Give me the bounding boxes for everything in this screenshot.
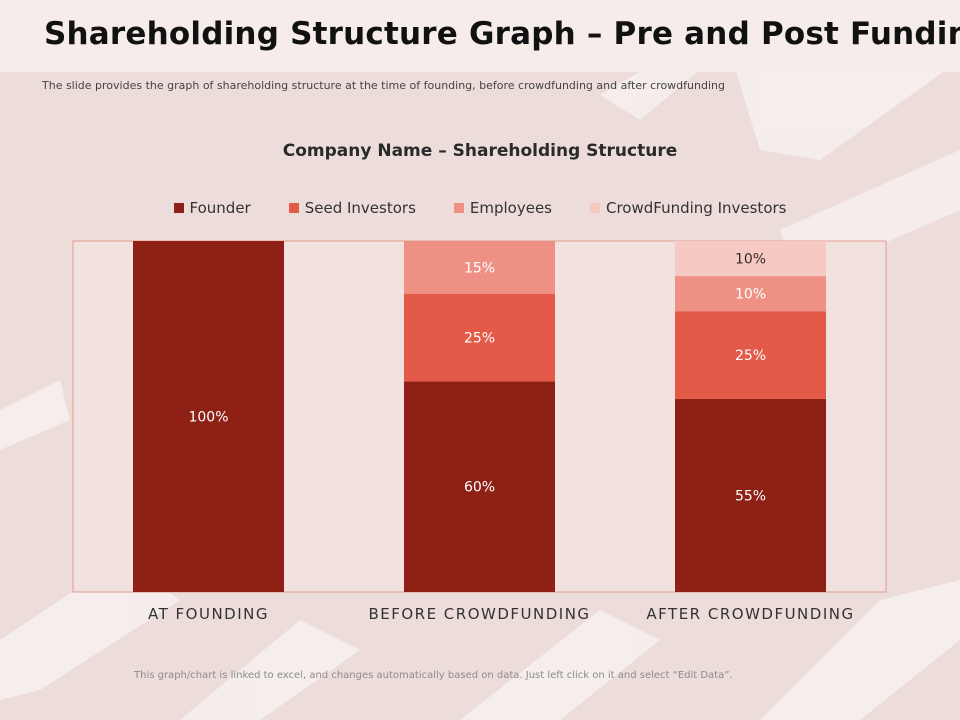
chart-legend: Founder Seed Investors Employees CrowdFu… [0,199,960,217]
data-label-employees-before-crowdfunding: 15% [464,260,495,276]
data-label-employees-after-crowdfunding: 10% [735,287,766,303]
page-title: Shareholding Structure Graph – Pre and P… [44,16,960,52]
chart-title: Company Name – Shareholding Structure [282,141,678,161]
legend-label-employees: Employees [469,199,552,217]
bar-segment-employees-after-crowdfunding [675,276,826,312]
data-label-seed-investors-after-crowdfunding: 25% [735,348,766,364]
legend-item-seed-investors: Seed Investors [288,199,416,217]
page-subtitle: The slide provides the graph of sharehol… [42,79,725,92]
bar-segment-seed-investors-before-crowdfunding [404,293,555,382]
bar-segment-crowdfunding-investors-after-crowdfunding [675,241,826,277]
x-tick-label-after-crowdfunding: AFTER CROWDFUNDING [646,605,854,623]
legend-label-seed-investors: Seed Investors [304,199,416,217]
data-label-crowdfunding-investors-after-crowdfunding: 10% [735,252,766,268]
x-tick-label-before-crowdfunding: BEFORE CROWDFUNDING [368,605,590,623]
legend-swatch-founder [173,203,184,213]
footnote: This graph/chart is linked to excel, and… [134,670,733,681]
data-label-founder-before-crowdfunding: 60% [464,480,495,496]
bar-segment-founder-before-crowdfunding [404,381,555,592]
legend-label-founder: Founder [189,199,251,217]
x-tick-label-at-founding: AT FOUNDING [148,605,269,623]
legend-swatch-employees [453,203,464,213]
bar-segment-founder-after-crowdfunding [675,398,826,592]
data-label-founder-after-crowdfunding: 55% [735,488,766,504]
legend-item-crowdfunding-investors: CrowdFunding Investors [590,199,786,217]
legend-label-crowdfunding-investors: CrowdFunding Investors [606,199,787,217]
data-label-seed-investors-before-crowdfunding: 25% [464,331,495,347]
bar-segment-employees-before-crowdfunding [404,241,555,294]
bar-segment-founder-at-founding [133,241,284,592]
legend-item-founder: Founder [173,199,251,217]
data-label-founder-at-founding: 100% [188,410,228,426]
legend-swatch-seed-investors [288,203,299,213]
legend-swatch-crowdfunding-investors [590,203,600,213]
legend-item-employees: Employees [453,199,552,217]
bar-segment-seed-investors-after-crowdfunding [675,311,826,399]
title-band [0,0,960,72]
